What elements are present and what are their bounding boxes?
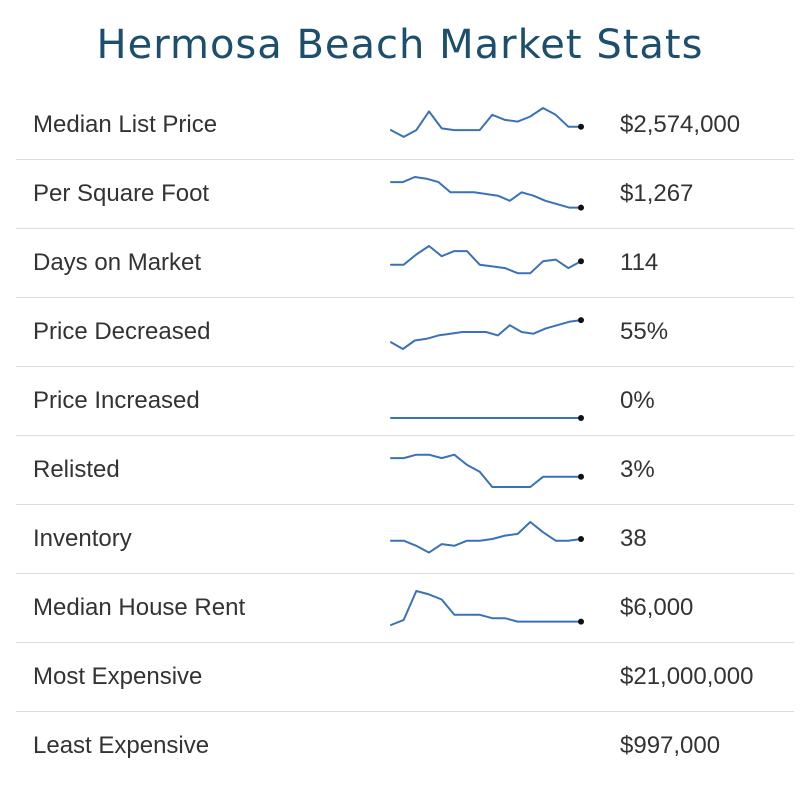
sparkline-endpoint-dot — [578, 618, 584, 625]
sparkline-price-decreased — [390, 317, 584, 350]
stat-value: $21,000,000 — [620, 663, 754, 690]
stat-value: 0% — [620, 387, 655, 414]
stat-row-days-on-market: Days on Market 114 — [16, 229, 794, 298]
stat-row-price-decreased: Price Decreased 55% — [16, 298, 794, 367]
sparkline-median-house-rent — [390, 590, 584, 626]
stat-label: Per Square Foot — [33, 180, 210, 207]
stat-row-median-house-rent: Median House Rent $6,000 — [16, 574, 794, 643]
sparkline-endpoint-dot — [578, 473, 584, 480]
sparkline-endpoint-dot — [578, 415, 584, 421]
stat-value: $6,000 — [620, 594, 694, 621]
stat-row-median-list-price: Median List Price $2,574,000 — [16, 91, 794, 160]
sparkline-trend-line — [390, 107, 582, 138]
sparkline-endpoint-dot — [578, 204, 584, 211]
stat-label: Price Increased — [33, 387, 200, 414]
stat-label: Relisted — [33, 456, 120, 483]
stat-label: Median House Rent — [33, 594, 246, 621]
sparkline-endpoint-dot — [578, 536, 584, 542]
sparkline-trend-line — [390, 521, 582, 554]
stat-row-least-expensive: Least Expensive $997,000 — [16, 712, 794, 780]
sparkline-relisted — [390, 453, 584, 488]
stat-value: $2,574,000 — [620, 111, 741, 138]
sparkline-trend-line — [390, 453, 582, 488]
stat-value: $1,267 — [620, 180, 694, 207]
sparkline-per-square-foot — [390, 176, 584, 211]
stat-row-relisted: Relisted 3% — [16, 436, 794, 505]
stat-row-price-increased: Price Increased 0% — [16, 367, 794, 436]
stat-label: Price Decreased — [33, 318, 211, 345]
stat-label: Days on Market — [33, 249, 202, 276]
sparkline-trend-line — [390, 590, 582, 626]
page-title: Hermosa Beach Market Stats — [96, 22, 704, 68]
stat-value: 3% — [620, 456, 655, 483]
stat-row-per-square-foot: Per Square Foot $1,267 — [16, 160, 794, 229]
sparkline-trend-line — [390, 176, 582, 209]
sparkline-median-list-price — [390, 107, 584, 138]
stat-value: 38 — [620, 525, 647, 552]
sparkline-endpoint-dot — [578, 258, 584, 265]
sparkline-inventory — [390, 521, 584, 554]
sparkline-endpoint-dot — [578, 123, 584, 130]
sparkline-price-increased — [390, 415, 584, 421]
sparkline-days-on-market — [390, 245, 584, 275]
stat-label: Inventory — [33, 525, 132, 552]
stat-value: $997,000 — [620, 732, 721, 759]
market-stats-table: Median List Price $2,574,000 Per Square … — [16, 91, 794, 780]
sparkline-trend-line — [390, 245, 582, 275]
sparkline-trend-line — [390, 319, 582, 350]
stat-label: Most Expensive — [33, 663, 203, 690]
stat-row-inventory: Inventory 38 — [16, 505, 794, 574]
sparkline-endpoint-dot — [578, 317, 584, 324]
stat-label: Median List Price — [33, 111, 218, 138]
stat-label: Least Expensive — [33, 732, 210, 759]
stat-row-most-expensive: Most Expensive $21,000,000 — [16, 643, 794, 712]
stat-value: 114 — [620, 249, 659, 276]
stat-value: 55% — [620, 318, 669, 345]
